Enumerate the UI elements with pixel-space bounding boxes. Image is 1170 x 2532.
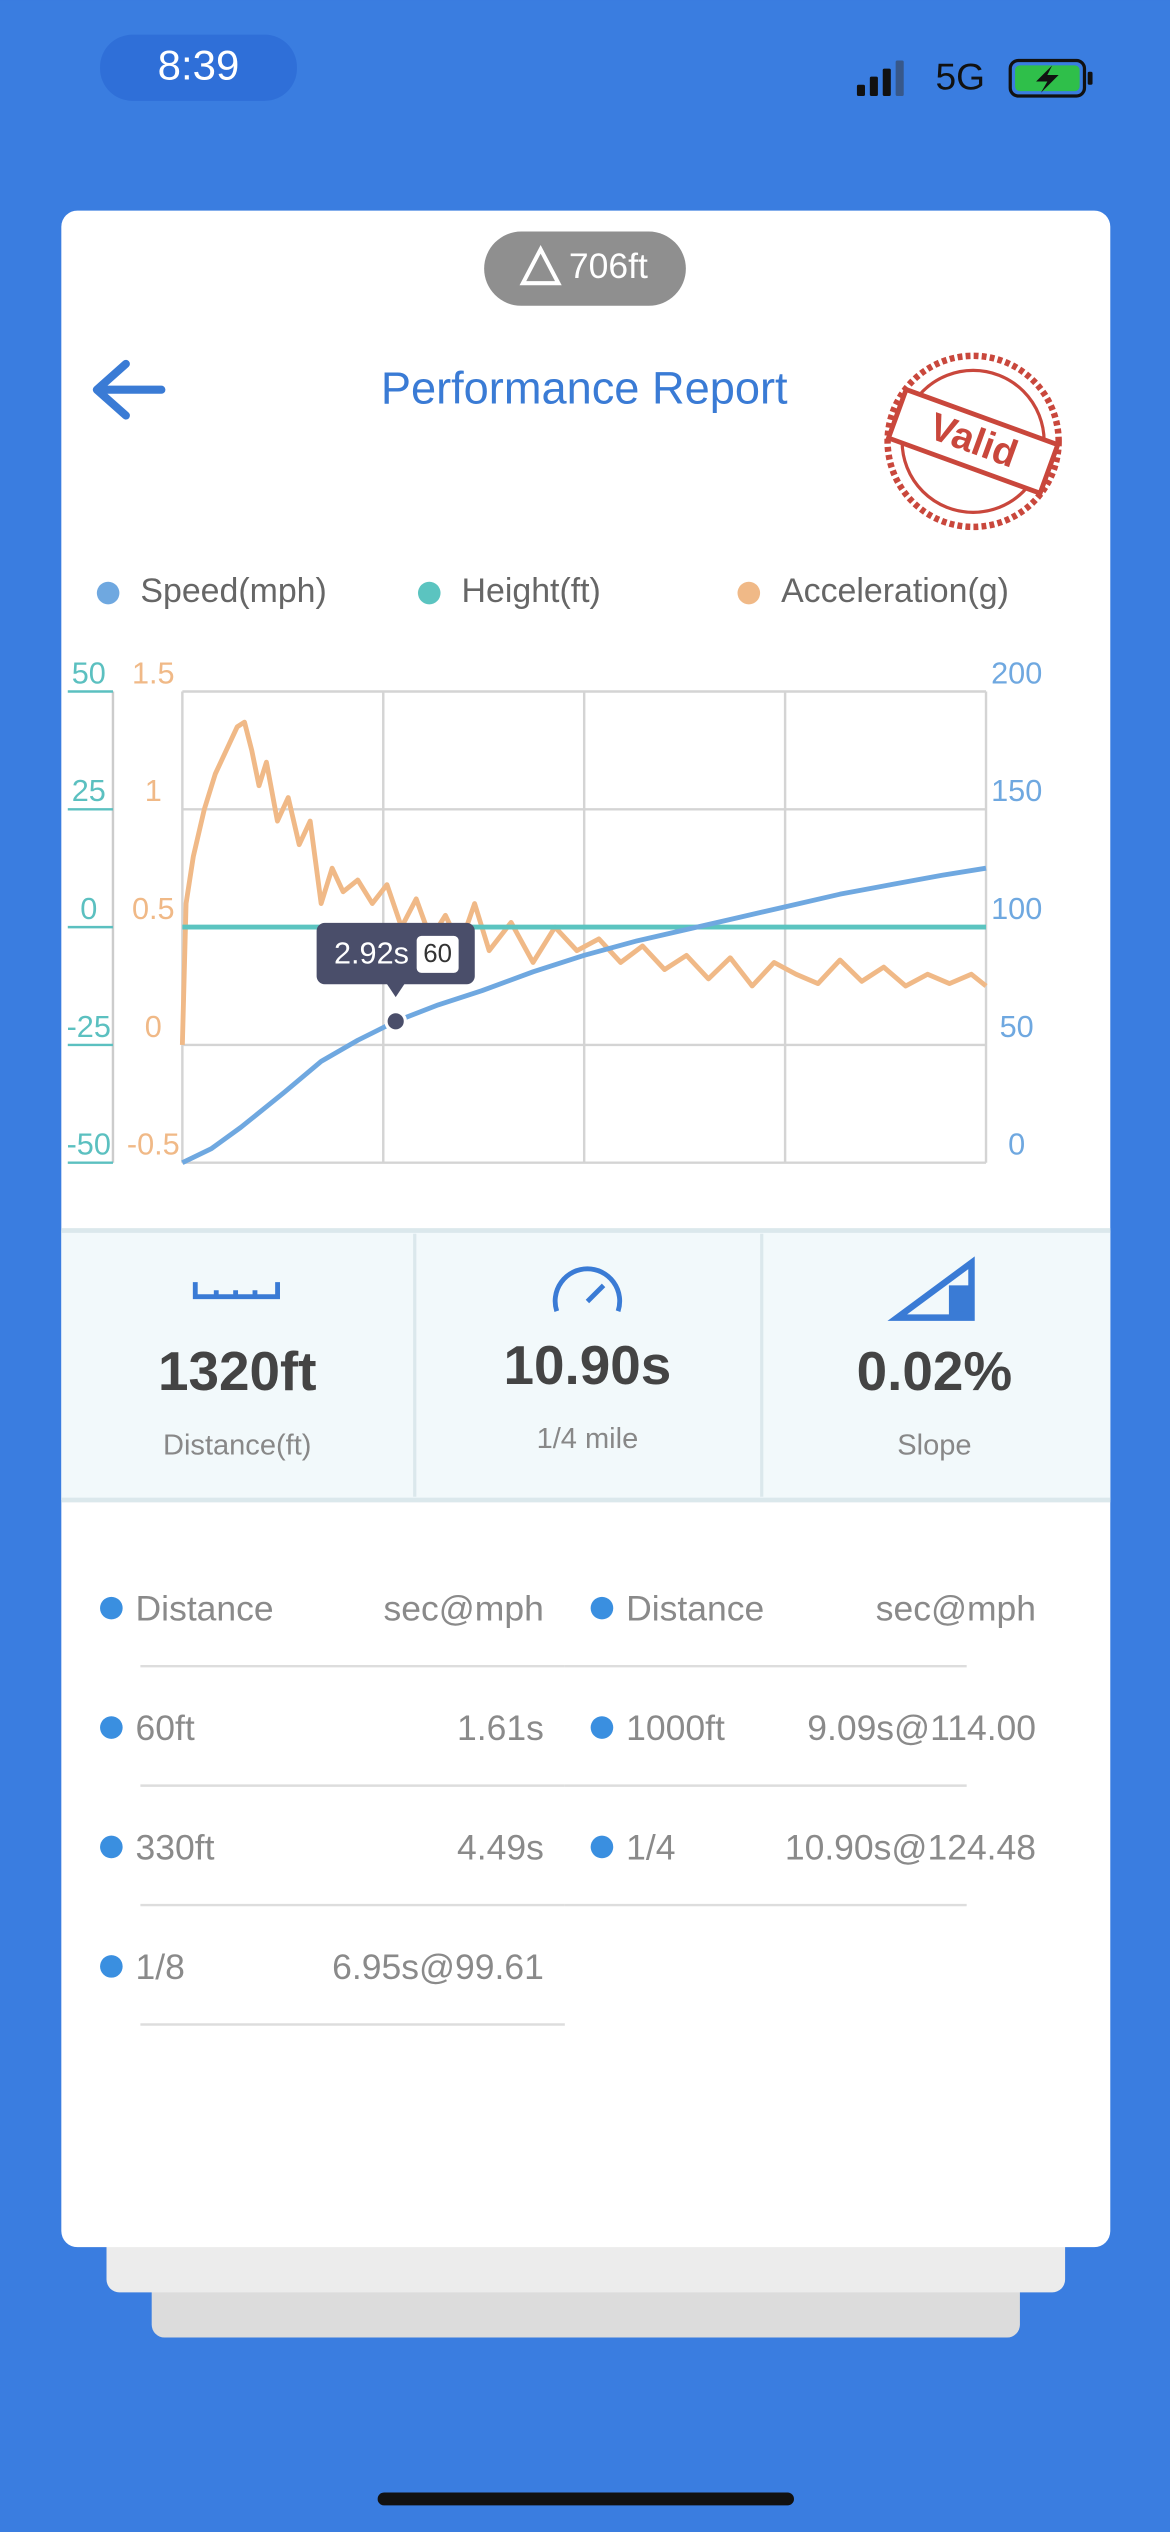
y2-tick-label: 100: [991, 892, 1042, 926]
time: 8:39: [158, 42, 240, 89]
altitude-pill: [484, 231, 686, 306]
tooltip-marker: [384, 1010, 407, 1033]
series-line: [181, 865, 987, 1165]
stat-value: 1320ft: [158, 1340, 317, 1402]
mountain-icon: [519, 244, 562, 286]
y-tick-label: 25: [72, 774, 106, 808]
ruler-icon: [192, 1282, 280, 1300]
stats-panel: [61, 1230, 1111, 1500]
stat-label: 1/4 mile: [537, 1423, 639, 1455]
y2-tick-label: 150: [991, 774, 1042, 808]
cell: Distance: [136, 1589, 274, 1629]
tooltip-value: 60: [423, 940, 452, 968]
cell: 60ft: [136, 1708, 195, 1748]
cell: 1/8: [136, 1947, 185, 1987]
cell: 1/4: [626, 1828, 675, 1868]
y2-tick-label: 200: [991, 656, 1042, 690]
stat-value: 0.02%: [857, 1340, 1013, 1402]
battery-icon: [1008, 58, 1093, 98]
cell: 4.49s: [457, 1828, 544, 1868]
cell: 1.61s: [457, 1708, 544, 1748]
network: 5G: [935, 56, 985, 98]
stat-label: Slope: [897, 1429, 971, 1461]
y3-tick-label: 0: [145, 1010, 162, 1044]
y2-tick-label: 0: [1008, 1128, 1025, 1162]
row-dot: [590, 1835, 614, 1859]
cell: 1000ft: [626, 1708, 725, 1748]
table: Distance sec@mph Distance sec@mph 60ft 1.61s 1…: [100, 1589, 1036, 2026]
tooltip-value-box: [416, 935, 459, 973]
title: Performance Report: [381, 362, 788, 413]
gauge-icon: [552, 1266, 623, 1312]
stats: 1320ft Distance(ft) 10.90s 1/4 mile 0.02% Slo…: [158, 1334, 1012, 1462]
stat-label: Distance(ft): [163, 1429, 311, 1461]
cell: sec@mph: [876, 1589, 1036, 1629]
cell: sec@mph: [384, 1589, 544, 1629]
y3-tick-label: 0.5: [132, 892, 175, 926]
legend: Speed(mph) Height(ft) Acceleration(g): [96, 572, 1009, 610]
back-button[interactable]: [92, 359, 166, 420]
y3-tick-label: 1.5: [132, 656, 175, 690]
row-dot: [100, 1716, 123, 1739]
altitude: 706ft: [569, 246, 648, 286]
tooltip-time: 2.92s: [334, 936, 409, 970]
y-tick-label: 50: [72, 656, 106, 690]
slope-icon: [887, 1256, 975, 1321]
signal-icon: [856, 60, 904, 96]
row-dot: [590, 1596, 614, 1620]
cell: 6.95s@99.61: [332, 1947, 544, 1987]
y-tick-label: -50: [67, 1128, 111, 1162]
legend-dot: [96, 581, 120, 605]
chart: -50 -25 0 25 50 -0.5 0 0.5 1 1.5 0 50 100 150 200 2.92s…: [67, 656, 1042, 1165]
legend-dot: [737, 581, 761, 605]
row-dot: [100, 1835, 123, 1859]
cell: 330ft: [136, 1828, 215, 1868]
y-tick-label: -25: [67, 1010, 111, 1044]
row-dot: [590, 1716, 614, 1739]
row-dot: [100, 1955, 123, 1978]
y3-tick-label: -0.5: [127, 1128, 180, 1162]
cell: Distance: [626, 1589, 764, 1629]
time-pill: [100, 34, 297, 101]
y2-tick-label: 50: [1000, 1010, 1034, 1044]
legend-dot: [417, 581, 441, 605]
home-indicator: [377, 2492, 794, 2506]
legend-label: Height(ft): [462, 572, 601, 610]
row-dot: [100, 1596, 123, 1620]
legend-label: Speed(mph): [140, 572, 326, 610]
stat-value: 10.90s: [504, 1334, 672, 1396]
cell: 10.90s@124.48: [785, 1828, 1036, 1868]
legend-label: Acceleration(g): [781, 572, 1009, 610]
y3-tick-label: 1: [145, 774, 162, 808]
cell: 9.09s@114.00: [807, 1708, 1036, 1748]
tooltip-pointer: [386, 982, 406, 998]
y-tick-label: 0: [80, 892, 97, 926]
